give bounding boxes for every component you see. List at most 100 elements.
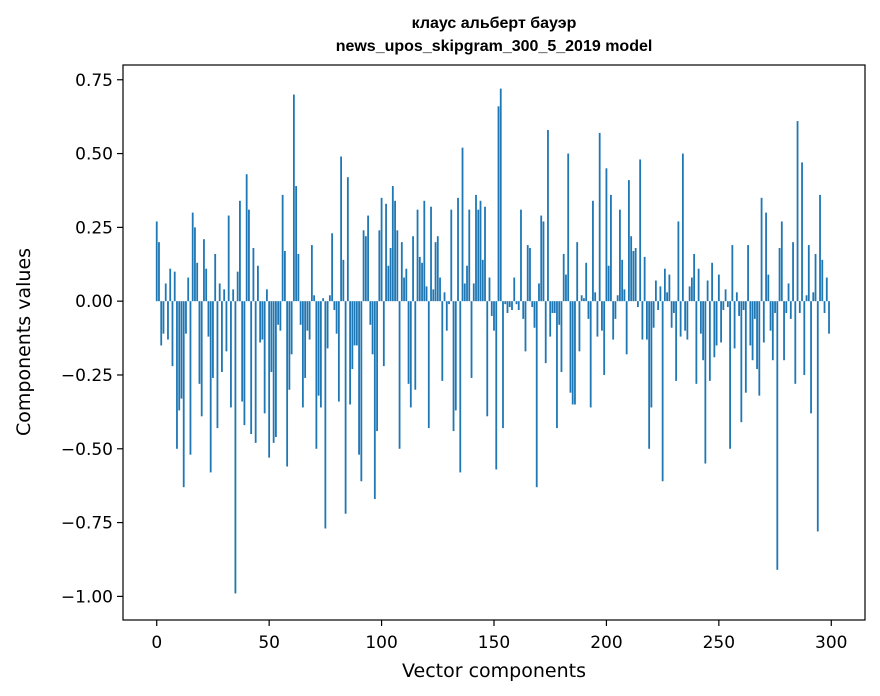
bar bbox=[436, 236, 439, 302]
bar bbox=[353, 301, 356, 346]
bar bbox=[778, 248, 781, 302]
bar bbox=[254, 301, 257, 443]
bar bbox=[239, 200, 241, 302]
bar bbox=[227, 215, 230, 302]
bar bbox=[185, 301, 187, 334]
bar bbox=[439, 277, 441, 302]
bar bbox=[497, 106, 500, 302]
bar bbox=[445, 301, 448, 331]
bar bbox=[248, 209, 250, 302]
bar bbox=[520, 209, 522, 302]
bar bbox=[540, 215, 543, 302]
y-tick-label: 0.00 bbox=[75, 292, 113, 312]
bar bbox=[738, 301, 740, 316]
bar bbox=[630, 236, 633, 302]
bar bbox=[194, 227, 196, 302]
bar bbox=[484, 206, 486, 302]
bar bbox=[400, 242, 403, 302]
chart-title: клаус альберт бауэр bbox=[412, 15, 577, 32]
bar bbox=[675, 301, 678, 381]
bar bbox=[814, 253, 817, 302]
bar bbox=[418, 256, 421, 302]
bar bbox=[522, 301, 525, 319]
bar bbox=[805, 295, 808, 302]
bar bbox=[200, 301, 203, 417]
bar bbox=[589, 301, 592, 408]
bar bbox=[601, 301, 603, 331]
bar bbox=[789, 301, 792, 319]
bar bbox=[508, 301, 511, 308]
bar bbox=[167, 301, 169, 340]
bar bbox=[583, 298, 585, 302]
bar bbox=[796, 121, 799, 302]
bar bbox=[524, 301, 527, 352]
bar bbox=[547, 129, 549, 302]
bar bbox=[313, 295, 316, 302]
bar bbox=[479, 200, 482, 302]
bar bbox=[387, 265, 390, 302]
bar bbox=[196, 262, 199, 302]
bar bbox=[733, 301, 736, 349]
bar bbox=[317, 301, 320, 396]
x-tick-label: 100 bbox=[365, 633, 397, 653]
bar bbox=[659, 286, 662, 302]
x-tick-label: 150 bbox=[478, 633, 510, 653]
bar bbox=[178, 301, 181, 411]
bar bbox=[427, 301, 430, 429]
bar bbox=[544, 301, 547, 364]
x-tick-label: 50 bbox=[258, 633, 280, 653]
bar bbox=[774, 301, 776, 313]
bar bbox=[812, 292, 815, 302]
bar bbox=[214, 253, 217, 302]
bar bbox=[373, 301, 376, 499]
bar bbox=[634, 248, 637, 302]
bar bbox=[443, 292, 446, 302]
bar bbox=[526, 245, 529, 302]
bar bbox=[209, 301, 212, 473]
bar bbox=[744, 301, 747, 393]
bar bbox=[742, 301, 745, 311]
bar bbox=[592, 200, 594, 302]
bar bbox=[614, 301, 617, 319]
y-tick-label: −1.00 bbox=[61, 587, 113, 607]
bar bbox=[780, 221, 783, 302]
bar bbox=[515, 301, 518, 305]
bar bbox=[243, 301, 246, 426]
bar bbox=[385, 203, 387, 302]
bar bbox=[616, 295, 619, 302]
bar bbox=[394, 200, 396, 302]
bar bbox=[355, 301, 358, 346]
bar bbox=[405, 268, 408, 302]
bar bbox=[580, 295, 583, 302]
bar bbox=[459, 301, 462, 473]
x-tick-label: 250 bbox=[703, 633, 735, 653]
bar bbox=[158, 242, 160, 302]
bar bbox=[533, 301, 536, 328]
bar bbox=[623, 289, 626, 302]
bar bbox=[371, 301, 374, 355]
x-axis-label: Vector components bbox=[402, 660, 586, 682]
bar bbox=[333, 301, 336, 311]
bar bbox=[668, 274, 671, 302]
bar bbox=[767, 274, 770, 302]
bar bbox=[281, 194, 284, 302]
bar bbox=[740, 301, 743, 423]
bar bbox=[713, 301, 716, 358]
bar bbox=[699, 301, 702, 334]
bar bbox=[679, 301, 682, 337]
bar bbox=[686, 301, 689, 340]
bar bbox=[751, 301, 754, 361]
bar bbox=[342, 259, 345, 302]
bar bbox=[769, 301, 772, 331]
bar bbox=[232, 289, 235, 302]
bar bbox=[535, 301, 538, 488]
bar bbox=[234, 301, 237, 594]
bar bbox=[351, 301, 354, 370]
bar bbox=[690, 277, 693, 302]
bar bbox=[666, 292, 669, 302]
bar bbox=[308, 301, 311, 340]
bar bbox=[585, 262, 588, 302]
bar bbox=[382, 301, 385, 367]
bar bbox=[495, 301, 498, 470]
